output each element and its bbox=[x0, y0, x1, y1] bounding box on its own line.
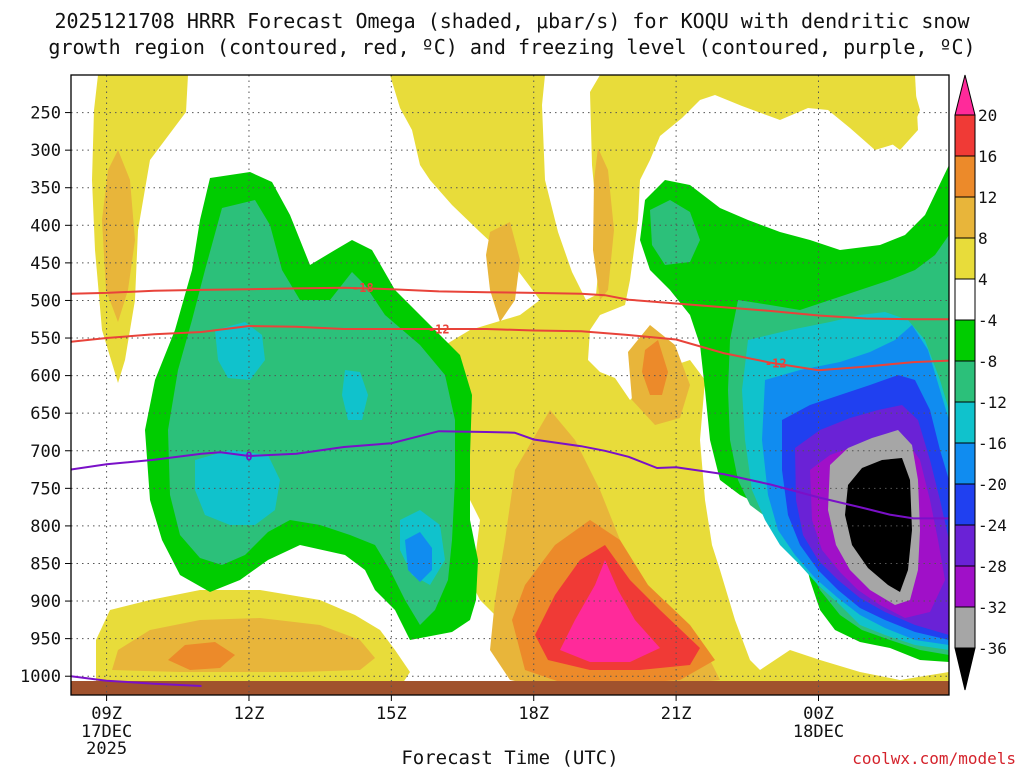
shade-cyan-left-b bbox=[195, 450, 280, 525]
colorbar-swatch bbox=[954, 483, 976, 526]
y-tick-label: 800 bbox=[30, 517, 61, 537]
colorbar-bottom-arrow bbox=[954, 647, 976, 691]
colorbar-swatch bbox=[954, 196, 976, 239]
y-tick-label: 700 bbox=[30, 442, 61, 462]
colorbar-level-label: -8 bbox=[978, 352, 997, 371]
colorbar-swatch bbox=[954, 155, 976, 198]
x-tick-label: 18Z bbox=[518, 704, 549, 724]
colorbar-level-label: 4 bbox=[978, 270, 988, 289]
colorbar-swatch bbox=[954, 524, 976, 567]
contour-freezing-line bbox=[71, 675, 202, 687]
plot-area: -18 -12 -12 0 bbox=[71, 75, 949, 695]
colorbar-level-label: -4 bbox=[978, 311, 997, 330]
shade-yellow-upper-right bbox=[870, 75, 918, 150]
colorbar-swatch bbox=[954, 565, 976, 608]
shade-cyan-left-a bbox=[215, 322, 265, 380]
x-tick-label: 15Z bbox=[376, 704, 407, 724]
colorbar-level-label: -20 bbox=[978, 475, 1007, 494]
x-axis-label: Forecast Time (UTC) bbox=[401, 747, 618, 768]
shade-cyan-left-c bbox=[342, 370, 368, 420]
y-tick-label: 450 bbox=[30, 254, 61, 274]
surface-ground bbox=[71, 681, 949, 695]
colorbar-swatch bbox=[954, 401, 976, 444]
contour-dendritic-line bbox=[71, 324, 949, 372]
colorbar: 20 16 12 8 4 -4 -8 -12 -16 -20 -24 -28 -32 -36 bbox=[954, 74, 1007, 691]
chart-title-line2: growth region (contoured, red, ºC) and f… bbox=[48, 35, 975, 59]
contour-dendritic-line bbox=[71, 286, 949, 321]
y-tick-label: 400 bbox=[30, 216, 61, 236]
shade-orange-left bbox=[168, 642, 235, 670]
colorbar-swatch bbox=[954, 319, 976, 362]
shade-gold-col bbox=[102, 150, 135, 322]
chart-title-line1: 2025121708 HRRR Forecast Omega (shaded, … bbox=[54, 9, 970, 33]
x-tick-label: 00Z bbox=[803, 704, 834, 724]
colorbar-level-label: 8 bbox=[978, 229, 988, 248]
omega-shading bbox=[71, 75, 949, 695]
colorbar-swatch bbox=[954, 442, 976, 485]
y-tick-label: 350 bbox=[30, 179, 61, 199]
x-tick-label: 21Z bbox=[661, 704, 692, 724]
colorbar-level-label: -12 bbox=[978, 393, 1007, 412]
colorbar-swatch bbox=[954, 360, 976, 403]
shade-black-right bbox=[845, 458, 912, 592]
y-tick-label: 750 bbox=[30, 479, 61, 499]
contour-label-dendritic: -12 bbox=[765, 356, 787, 370]
colorbar-swatch bbox=[954, 237, 976, 280]
colorbar-top-arrow bbox=[954, 74, 976, 116]
colorbar-level-label: -32 bbox=[978, 598, 1007, 617]
plot-frame bbox=[70, 74, 950, 696]
y-tick-label: 500 bbox=[30, 291, 61, 311]
x-tick-sublabel: 17DEC bbox=[81, 722, 132, 742]
colorbar-swatch bbox=[954, 606, 976, 649]
shade-orange-right bbox=[642, 340, 668, 395]
colorbar-level-label: 16 bbox=[978, 147, 997, 166]
y-tick-label: 1000 bbox=[20, 667, 61, 687]
shade-lightblue-left bbox=[405, 532, 432, 582]
y-axis: 250 300 350 400 450 500 550 600 650 700 750 800 850 9… bbox=[20, 104, 71, 687]
y-tick-label: 900 bbox=[30, 592, 61, 612]
colorbar-level-label: 12 bbox=[978, 188, 997, 207]
x-tick-sublabel: 2025 bbox=[86, 739, 127, 759]
shade-magenta-center bbox=[560, 560, 660, 662]
contour-label-dendritic: -18 bbox=[352, 281, 374, 295]
colorbar-level-label: 20 bbox=[978, 106, 997, 125]
contour-freezing-line bbox=[71, 430, 949, 520]
shade-gold-strip bbox=[593, 148, 614, 300]
contour-lines: -18 -12 -12 0 bbox=[71, 281, 949, 687]
credit-text: coolwx.com/models bbox=[852, 749, 1016, 768]
y-tick-label: 300 bbox=[30, 141, 61, 161]
colorbar-swatch bbox=[954, 278, 976, 321]
y-tick-label: 600 bbox=[30, 367, 61, 387]
x-tick-sublabel: 18DEC bbox=[793, 722, 844, 742]
shade-gold-mid bbox=[486, 222, 520, 322]
x-tick-label: 12Z bbox=[234, 704, 265, 724]
y-tick-label: 650 bbox=[30, 404, 61, 424]
x-tick-label: 09Z bbox=[91, 704, 122, 724]
contour-label-dendritic: -12 bbox=[428, 323, 450, 337]
colorbar-level-label: -24 bbox=[978, 516, 1007, 535]
y-tick-label: 250 bbox=[30, 104, 61, 124]
grid-lines bbox=[71, 75, 949, 695]
y-tick-label: 950 bbox=[30, 630, 61, 650]
y-tick-label: 550 bbox=[30, 329, 61, 349]
colorbar-level-label: -36 bbox=[978, 639, 1007, 658]
contour-label-freezing: 0 bbox=[245, 450, 252, 464]
colorbar-level-label: -16 bbox=[978, 434, 1007, 453]
colorbar-swatch bbox=[954, 114, 976, 157]
colorbar-level-label: -28 bbox=[978, 557, 1007, 576]
y-tick-label: 850 bbox=[30, 554, 61, 574]
shade-teal-topright bbox=[650, 200, 700, 265]
